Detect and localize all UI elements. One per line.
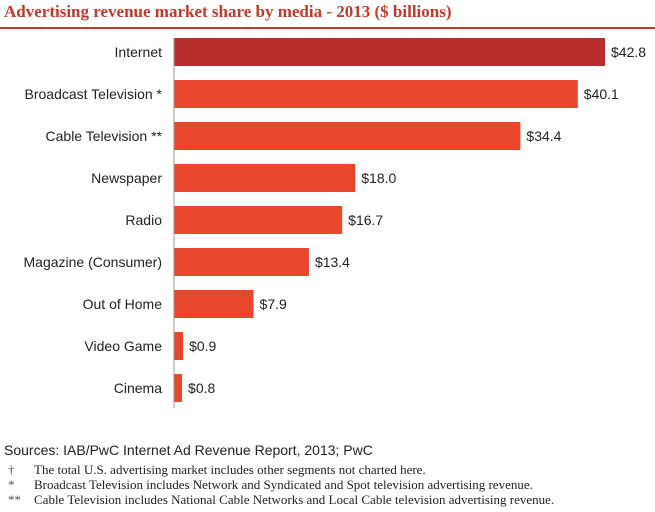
footnote: † The total U.S. advertising market incl… (8, 462, 554, 477)
value-label: $40.1 (584, 86, 619, 102)
value-label: $34.4 (526, 128, 561, 144)
footnotes: † The total U.S. advertising market incl… (8, 462, 554, 507)
value-label: $0.9 (189, 338, 216, 354)
value-label: $18.0 (361, 170, 396, 186)
footnote-text: The total U.S. advertising market includ… (34, 462, 426, 477)
footnote-mark: * (8, 477, 15, 492)
value-label: $42.8 (611, 44, 646, 60)
bar (174, 248, 309, 276)
bar (174, 38, 605, 66)
category-label: Cable Television ** (46, 128, 163, 144)
footnote: * Broadcast Television includes Network … (8, 477, 554, 492)
bar (174, 332, 184, 360)
footnote-mark: † (8, 462, 15, 477)
footnote-text: Broadcast Television includes Network an… (34, 477, 533, 492)
footnote-mark: ** (8, 492, 21, 507)
category-label: Cinema (114, 380, 162, 396)
bar (174, 80, 578, 108)
value-label: $16.7 (348, 212, 383, 228)
bar (174, 164, 356, 192)
value-label: $13.4 (315, 254, 350, 270)
bar (174, 122, 521, 150)
category-label: Internet (115, 44, 163, 60)
category-label: Magazine (Consumer) (24, 254, 163, 270)
category-label: Radio (125, 212, 162, 228)
title-divider (0, 27, 655, 29)
category-label: Out of Home (83, 296, 163, 312)
bar (174, 206, 343, 234)
bar (174, 374, 183, 402)
value-label: $0.8 (188, 380, 215, 396)
bar (174, 290, 254, 318)
category-label: Newspaper (91, 170, 162, 186)
chart-title: Advertising revenue market share by medi… (4, 2, 452, 21)
sources-text: Sources: IAB/PwC Internet Ad Revenue Rep… (4, 442, 373, 458)
value-label: $7.9 (260, 296, 287, 312)
footnote: ** Cable Television includes National Ca… (8, 492, 554, 507)
footnote-text: Cable Television includes National Cable… (34, 492, 555, 507)
bar-chart: Internet $42.8 Broadcast Television * $40.1… (24, 38, 646, 408)
category-label: Video Game (84, 338, 162, 354)
category-label: Broadcast Television * (25, 86, 163, 102)
